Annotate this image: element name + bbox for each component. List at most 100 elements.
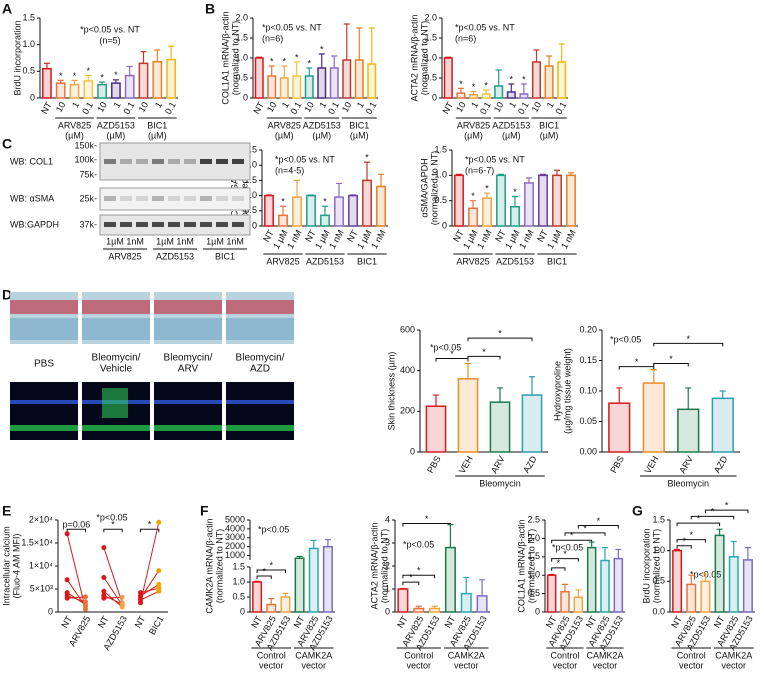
bar: [308, 547, 319, 613]
error-bar: [415, 605, 422, 609]
group-label: Bleomycin: [479, 478, 521, 488]
annotation: *p<0.05: [96, 512, 127, 522]
x-tick-label: 0.1: [289, 100, 304, 116]
error-bar: [343, 23, 350, 60]
bar: [83, 80, 94, 99]
fluorescence-image: [154, 400, 222, 404]
significance: *: [59, 71, 63, 81]
fluorescence-image: [10, 400, 78, 404]
bar: [367, 63, 377, 99]
y-tick-label: 2.0: [235, 12, 248, 22]
error-bar: [526, 177, 532, 183]
group-label: CAMK2A: [586, 650, 623, 660]
bar: [613, 557, 624, 613]
bar: [334, 196, 344, 227]
bar: [292, 196, 302, 227]
error-bar: [685, 387, 692, 410]
x-tick-label: 1: [469, 100, 480, 109]
point: [64, 595, 70, 601]
y-tick-label: 0: [30, 92, 35, 102]
bracket: [66, 528, 86, 533]
x-tick-label: 1 nM: [369, 228, 388, 250]
group-label: AZD5153: [303, 120, 341, 130]
blot-band: [200, 222, 212, 227]
error-bar: [293, 61, 300, 76]
y-tick-label: 4: [385, 514, 390, 524]
x-tick-label: 0.1: [478, 100, 493, 116]
y-tick-label: 1.5: [235, 32, 248, 42]
comparison-label: *: [482, 347, 486, 357]
group-label: AZD5153: [97, 120, 135, 130]
bar: [586, 546, 597, 613]
y-tick-label: 400: [400, 365, 415, 375]
y-axis-label: (Fluo-4 AM MFI): [11, 533, 21, 598]
group-label: (µM): [350, 130, 369, 140]
x-tick-label: 0.1: [80, 100, 95, 116]
group-label: Control: [404, 650, 433, 660]
point: [156, 581, 162, 587]
error-bar: [562, 583, 568, 592]
group-label: ARV825: [456, 256, 489, 266]
comparison-label: *: [563, 549, 567, 559]
significance: *: [484, 80, 488, 90]
fluorescence-image: [10, 425, 78, 431]
x-tick-label: AZD: [712, 454, 730, 475]
comparison-label: *: [669, 354, 673, 364]
point: [64, 531, 70, 537]
histology-image: [82, 318, 150, 340]
x-tick-label: 10: [340, 100, 354, 114]
marker-label: 25k-: [79, 193, 97, 203]
error-bar: [575, 589, 582, 598]
bar: [496, 174, 506, 227]
y-tick-label: 3: [385, 537, 390, 547]
group-label: vector: [553, 660, 578, 670]
error-bar: [71, 79, 78, 85]
pair-line: [103, 596, 123, 599]
bracket: [653, 363, 689, 367]
y-tick-label: 1.0: [434, 170, 447, 180]
error-bar: [540, 173, 546, 176]
y-axis-label: (normalized to NT): [214, 529, 224, 604]
y-axis-label: COL1A1 mRNA/β-actin: [220, 11, 230, 104]
y-axis-label: Skin thickness (µm): [386, 352, 396, 431]
group-label: BIC1: [547, 256, 567, 266]
fluorescence-image: [154, 425, 222, 431]
y-tick-label: 3000: [225, 532, 245, 542]
image-label: Bleomycin/: [236, 353, 285, 364]
significance: *: [114, 70, 118, 80]
bracket: [577, 525, 619, 529]
blot-strip: [99, 187, 251, 211]
x-tick-label: 10: [302, 100, 316, 114]
bracket: [676, 522, 721, 527]
bar: [443, 57, 453, 99]
x-tick-label: 1 nM: [517, 228, 536, 250]
annotation: (n=4-5): [275, 165, 304, 175]
bar: [267, 75, 277, 99]
error-bar: [554, 169, 560, 176]
blot-band: [184, 196, 196, 201]
x-tick-label: 1: [507, 100, 518, 109]
group-label: BIC1: [357, 256, 377, 266]
error-bar: [322, 205, 328, 216]
blot-band: [168, 159, 180, 164]
comparison-label: *: [557, 558, 561, 568]
y-tick-label: 4000: [225, 523, 245, 533]
histology-image: [226, 300, 294, 314]
bar: [560, 591, 570, 613]
group-label: vector: [721, 660, 746, 670]
blot-band: [184, 222, 196, 227]
blot-band: [232, 196, 244, 201]
y-tick-label: 600: [400, 324, 415, 334]
x-tick-label: 0.1: [326, 100, 341, 116]
error-bar: [508, 83, 515, 92]
y-tick-label: 1.5×10⁴: [21, 537, 53, 547]
annotation: (n=6): [262, 33, 283, 43]
error-bar: [154, 49, 161, 62]
y-tick-label: 2.5: [244, 144, 257, 154]
marker-label: 100k-: [74, 154, 97, 164]
blot-band: [104, 196, 116, 201]
error-bar: [484, 192, 490, 199]
y-axis-label: (normalized to NT): [230, 21, 240, 96]
error-bar: [470, 200, 476, 209]
error-bar: [310, 539, 317, 549]
